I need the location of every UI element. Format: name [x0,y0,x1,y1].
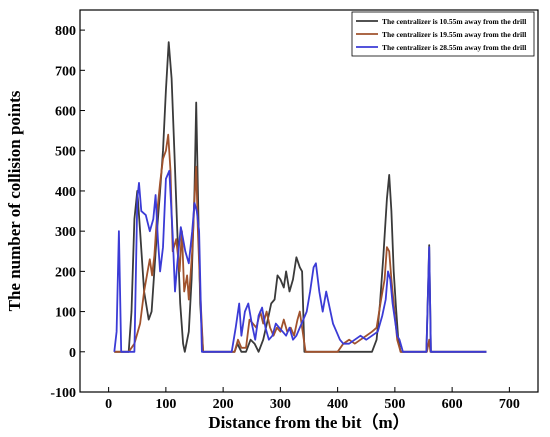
x-tick-label: 400 [327,397,348,412]
legend-label-3: The centralizer is 28.55m away from the … [382,43,526,52]
x-tick-label: 100 [155,397,176,412]
y-tick-label: 600 [55,105,76,120]
plot-border [79,9,539,393]
y-tick-label: 800 [55,24,76,39]
plot-area-frame [79,9,539,393]
y-tick-label: 300 [55,225,76,240]
y-axis-ticks: -100 0 100 200 300 400 500 600 700 800 [50,24,85,401]
x-tick-label: 300 [270,397,291,412]
y-tick-label: 700 [55,64,76,79]
x-axis-ticks: 0 100 200 300 400 500 600 700 [105,387,520,412]
x-tick-label: 200 [213,397,234,412]
y-tick-label: 0 [69,346,76,361]
series-line-3 [113,169,487,353]
x-tick-label: 700 [499,397,520,412]
y-tick-label: 500 [55,145,76,160]
legend: The centralizer is 10.55m away from the … [351,11,535,57]
x-tick-label: 600 [442,397,463,412]
legend-label-1: The centralizer is 10.55m away from the … [382,17,526,26]
y-tick-label: 100 [55,306,76,321]
y-tick-label: 400 [55,185,76,200]
legend-box [351,11,535,57]
y-tick-label: -100 [50,386,76,401]
legend-label-2: The centralizer is 19.55m away from the … [382,30,526,39]
x-axis-title: Distance from the bit（m） [208,412,409,432]
series-lines [113,41,487,353]
x-tick-label: 500 [384,397,405,412]
y-axis-title: The number of collision points [5,90,24,311]
y-tick-label: 200 [55,265,76,280]
x-tick-label: 0 [105,397,112,412]
